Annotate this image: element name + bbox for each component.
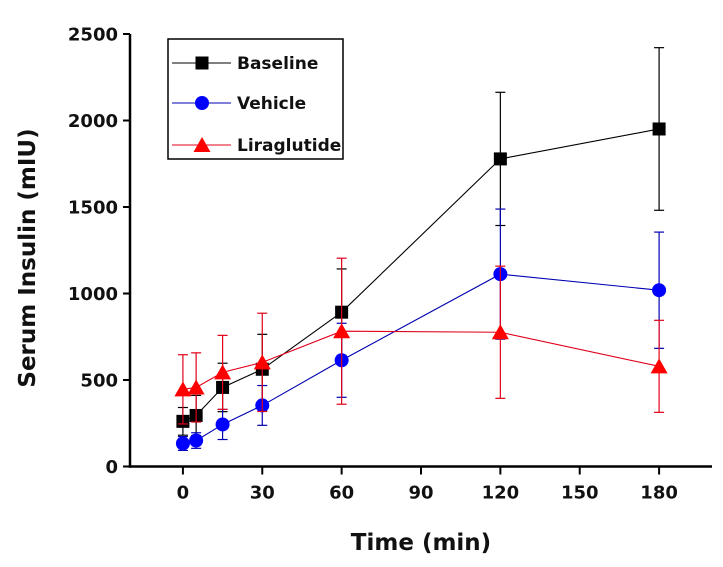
data-point (253, 354, 271, 370)
legend-item-baseline: Baseline (172, 54, 318, 74)
series-line (182, 330, 660, 390)
data-point (215, 417, 230, 432)
x-tick-label: 120 (482, 483, 520, 504)
x-tick-label: 180 (640, 483, 678, 504)
x-ticks: 0 30 60 90 120 150 180 (177, 466, 678, 504)
data-point (333, 323, 351, 339)
data-point (214, 364, 232, 380)
data-point (174, 381, 192, 397)
x-axis-title: Time (min) (351, 530, 491, 556)
series-layer (174, 47, 668, 452)
x-tick-label: 30 (250, 483, 275, 504)
legend-label: Baseline (237, 54, 318, 74)
legend-marker (195, 56, 209, 70)
y-tick-label: 500 (80, 371, 118, 392)
x-tick-label: 90 (408, 483, 433, 504)
y-ticks: 0 500 1000 1500 2000 2500 (68, 25, 130, 478)
series-vehicle (175, 208, 667, 452)
data-point (650, 358, 668, 374)
legend-label: Liraglutide (237, 136, 341, 156)
legend-item-liraglutide: Liraglutide (172, 136, 341, 156)
y-tick-label: 1000 (68, 284, 118, 305)
series-line (182, 128, 660, 422)
axes: 0 500 1000 1500 2000 2500 0 30 60 90 120 150 180 Ti… (15, 25, 712, 556)
y-tick-label: 2000 (68, 111, 118, 132)
data-point (189, 433, 204, 448)
series-liraglutide (174, 257, 668, 425)
y-tick-label: 1500 (68, 198, 118, 219)
data-point (175, 436, 190, 451)
y-tick-label: 0 (105, 457, 118, 478)
series-line (182, 273, 660, 445)
y-axis-title: Serum Insulin (mIU) (15, 128, 41, 387)
legend-marker (195, 96, 209, 110)
legend-label: Vehicle (237, 94, 306, 114)
x-tick-label: 60 (329, 483, 354, 504)
data-point (187, 379, 205, 395)
legend-item-vehicle: Vehicle (172, 94, 306, 114)
data-point (652, 122, 666, 136)
legend: Baseline Vehicle Liraglutide (167, 38, 344, 160)
data-point (652, 283, 667, 298)
x-tick-label: 150 (561, 483, 599, 504)
x-tick-label: 0 (177, 483, 190, 504)
y-tick-label: 2500 (68, 25, 118, 46)
legend-marker (193, 137, 211, 152)
data-point (493, 152, 507, 166)
data-point (491, 324, 509, 340)
